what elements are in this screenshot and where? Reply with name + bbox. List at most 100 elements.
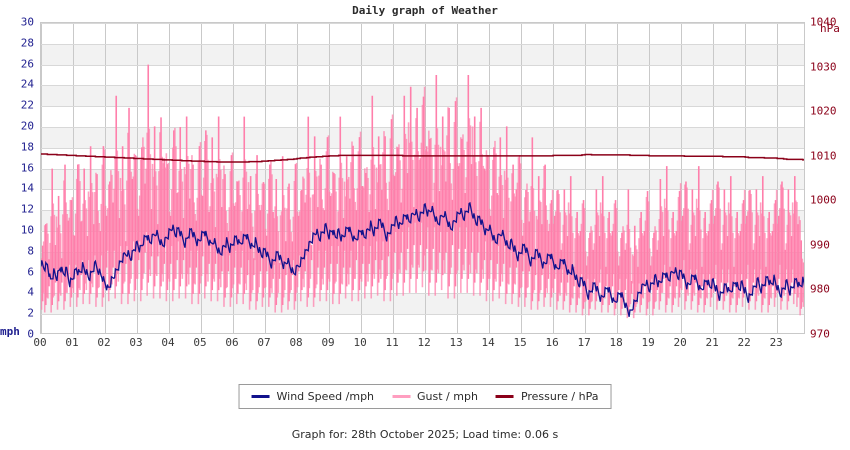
gridline-vertical	[201, 23, 202, 333]
gridline-vertical	[745, 23, 746, 333]
legend-label: Wind Speed /mph	[276, 390, 375, 403]
plot-band	[41, 43, 804, 65]
legend-label: Gust / mph	[417, 390, 478, 403]
x-axis-tick: 14	[481, 336, 495, 349]
y-axis-left-tick: 26	[20, 57, 34, 71]
y-axis-left-tick: 0	[27, 327, 34, 341]
x-axis-tick: 21	[705, 336, 719, 349]
y-axis-right-tick: 1040	[810, 15, 837, 29]
y-axis-left-tick: 30	[20, 15, 34, 29]
y-axis-left-tick: 28	[20, 36, 34, 50]
gridline-vertical	[585, 23, 586, 333]
gridline-vertical	[265, 23, 266, 333]
gridline-vertical	[105, 23, 106, 333]
gridline-vertical	[617, 23, 618, 333]
legend-line-icon	[392, 395, 411, 398]
gridline-vertical	[521, 23, 522, 333]
x-axis-tick: 06	[225, 336, 239, 349]
x-axis-tick: 01	[65, 336, 79, 349]
plot-band	[41, 85, 804, 107]
y-axis-left-tick: 14	[20, 181, 34, 195]
x-axis-tick: 02	[97, 336, 111, 349]
gridline-vertical	[169, 23, 170, 333]
x-axis-tick: 22	[737, 336, 751, 349]
y-axis-right: 970 980 990 1000 1010 1020 1030 1040	[810, 16, 850, 341]
x-axis-tick: 13	[449, 336, 463, 349]
legend-line-icon	[495, 395, 514, 398]
x-axis-tick: 18	[609, 336, 623, 349]
gridline-vertical	[681, 23, 682, 333]
chart-legend: Wind Speed /mph Gust / mph Pressure / hPa	[238, 384, 612, 409]
x-axis-tick: 10	[353, 336, 367, 349]
gridline-vertical	[713, 23, 714, 333]
y-axis-left-tick: 8	[27, 244, 34, 258]
legend-item[interactable]: Pressure / hPa	[495, 390, 599, 403]
x-axis: 00 01 02 03 04 05 06 07 08 09 10 11 12 13 14 15 16 17 18 19…	[33, 336, 805, 354]
wind-speed-series	[41, 201, 804, 317]
gridline-vertical	[489, 23, 490, 333]
gridline-horizontal	[41, 44, 804, 45]
x-axis-tick: 17	[577, 336, 591, 349]
y-axis-left-unit: mph	[0, 325, 20, 338]
y-axis-right-tick: 1000	[810, 193, 837, 207]
legend-line-icon	[251, 395, 270, 398]
x-axis-tick: 23	[769, 336, 783, 349]
gridline-vertical	[233, 23, 234, 333]
y-axis-left-tick: 18	[20, 140, 34, 154]
x-axis-tick: 12	[417, 336, 431, 349]
y-axis-right-tick: 990	[810, 238, 830, 252]
x-axis-tick: 09	[321, 336, 335, 349]
page-title: Daily graph of Weather	[352, 4, 498, 17]
footer-caption: Graph for: 28th October 2025; Load time:…	[291, 428, 559, 441]
y-axis-left-tick: 2	[27, 306, 34, 320]
x-axis-tick: 00	[33, 336, 47, 349]
legend-item[interactable]: Gust / mph	[392, 390, 478, 403]
gridline-horizontal	[41, 65, 804, 66]
gridline-vertical	[553, 23, 554, 333]
y-axis-right-tick: 1030	[810, 60, 837, 74]
gridline-horizontal	[41, 293, 804, 294]
x-axis-tick: 19	[641, 336, 655, 349]
y-axis-left-tick: 10	[20, 223, 34, 237]
x-axis-tick: 04	[161, 336, 175, 349]
y-axis-left-tick: 16	[20, 161, 34, 175]
y-axis-right-tick: 970	[810, 327, 830, 341]
y-axis-left-tick: 22	[20, 98, 34, 112]
plot-area	[40, 22, 805, 334]
gridline-vertical	[329, 23, 330, 333]
y-axis-left-tick: 20	[20, 119, 34, 133]
gridline-horizontal	[41, 23, 804, 24]
pressure-series	[41, 153, 804, 163]
y-axis-left-tick: 24	[20, 77, 34, 91]
x-axis-tick: 07	[257, 336, 271, 349]
x-axis-tick: 08	[289, 336, 303, 349]
gridline-vertical	[73, 23, 74, 333]
gridline-vertical	[41, 23, 42, 333]
gridline-vertical	[777, 23, 778, 333]
y-axis-right-tick: 1020	[810, 104, 837, 118]
legend-item[interactable]: Wind Speed /mph	[251, 390, 375, 403]
gridline-vertical	[137, 23, 138, 333]
gridline-vertical	[649, 23, 650, 333]
legend-label: Pressure / hPa	[520, 390, 599, 403]
y-axis-right-tick: 1010	[810, 149, 837, 163]
gridline-vertical	[361, 23, 362, 333]
y-axis-left: 0 2 4 6 8 10 12 14 16 18 20 22 24 26 28 30	[0, 16, 34, 341]
series-svg	[41, 64, 804, 319]
y-axis-left-tick: 6	[27, 265, 34, 279]
x-axis-tick: 11	[385, 336, 399, 349]
y-axis-left-tick: 4	[27, 285, 34, 299]
x-axis-tick: 20	[673, 336, 687, 349]
gridline-horizontal	[41, 85, 804, 86]
plot-wrapper	[40, 22, 805, 334]
x-axis-tick: 03	[129, 336, 143, 349]
y-axis-left-tick: 12	[20, 202, 34, 216]
gridline-horizontal	[41, 314, 804, 315]
series-layer	[41, 23, 804, 333]
y-axis-right-tick: 980	[810, 282, 830, 296]
gridline-vertical	[297, 23, 298, 333]
x-axis-tick: 15	[513, 336, 527, 349]
x-axis-tick: 05	[193, 336, 207, 349]
y-axis-right-unit: hPa	[820, 22, 840, 35]
